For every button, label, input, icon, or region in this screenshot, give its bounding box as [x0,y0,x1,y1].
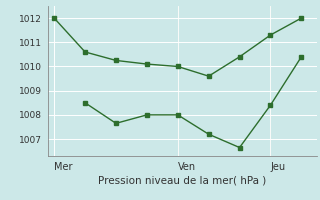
X-axis label: Pression niveau de la mer( hPa ): Pression niveau de la mer( hPa ) [98,175,267,185]
